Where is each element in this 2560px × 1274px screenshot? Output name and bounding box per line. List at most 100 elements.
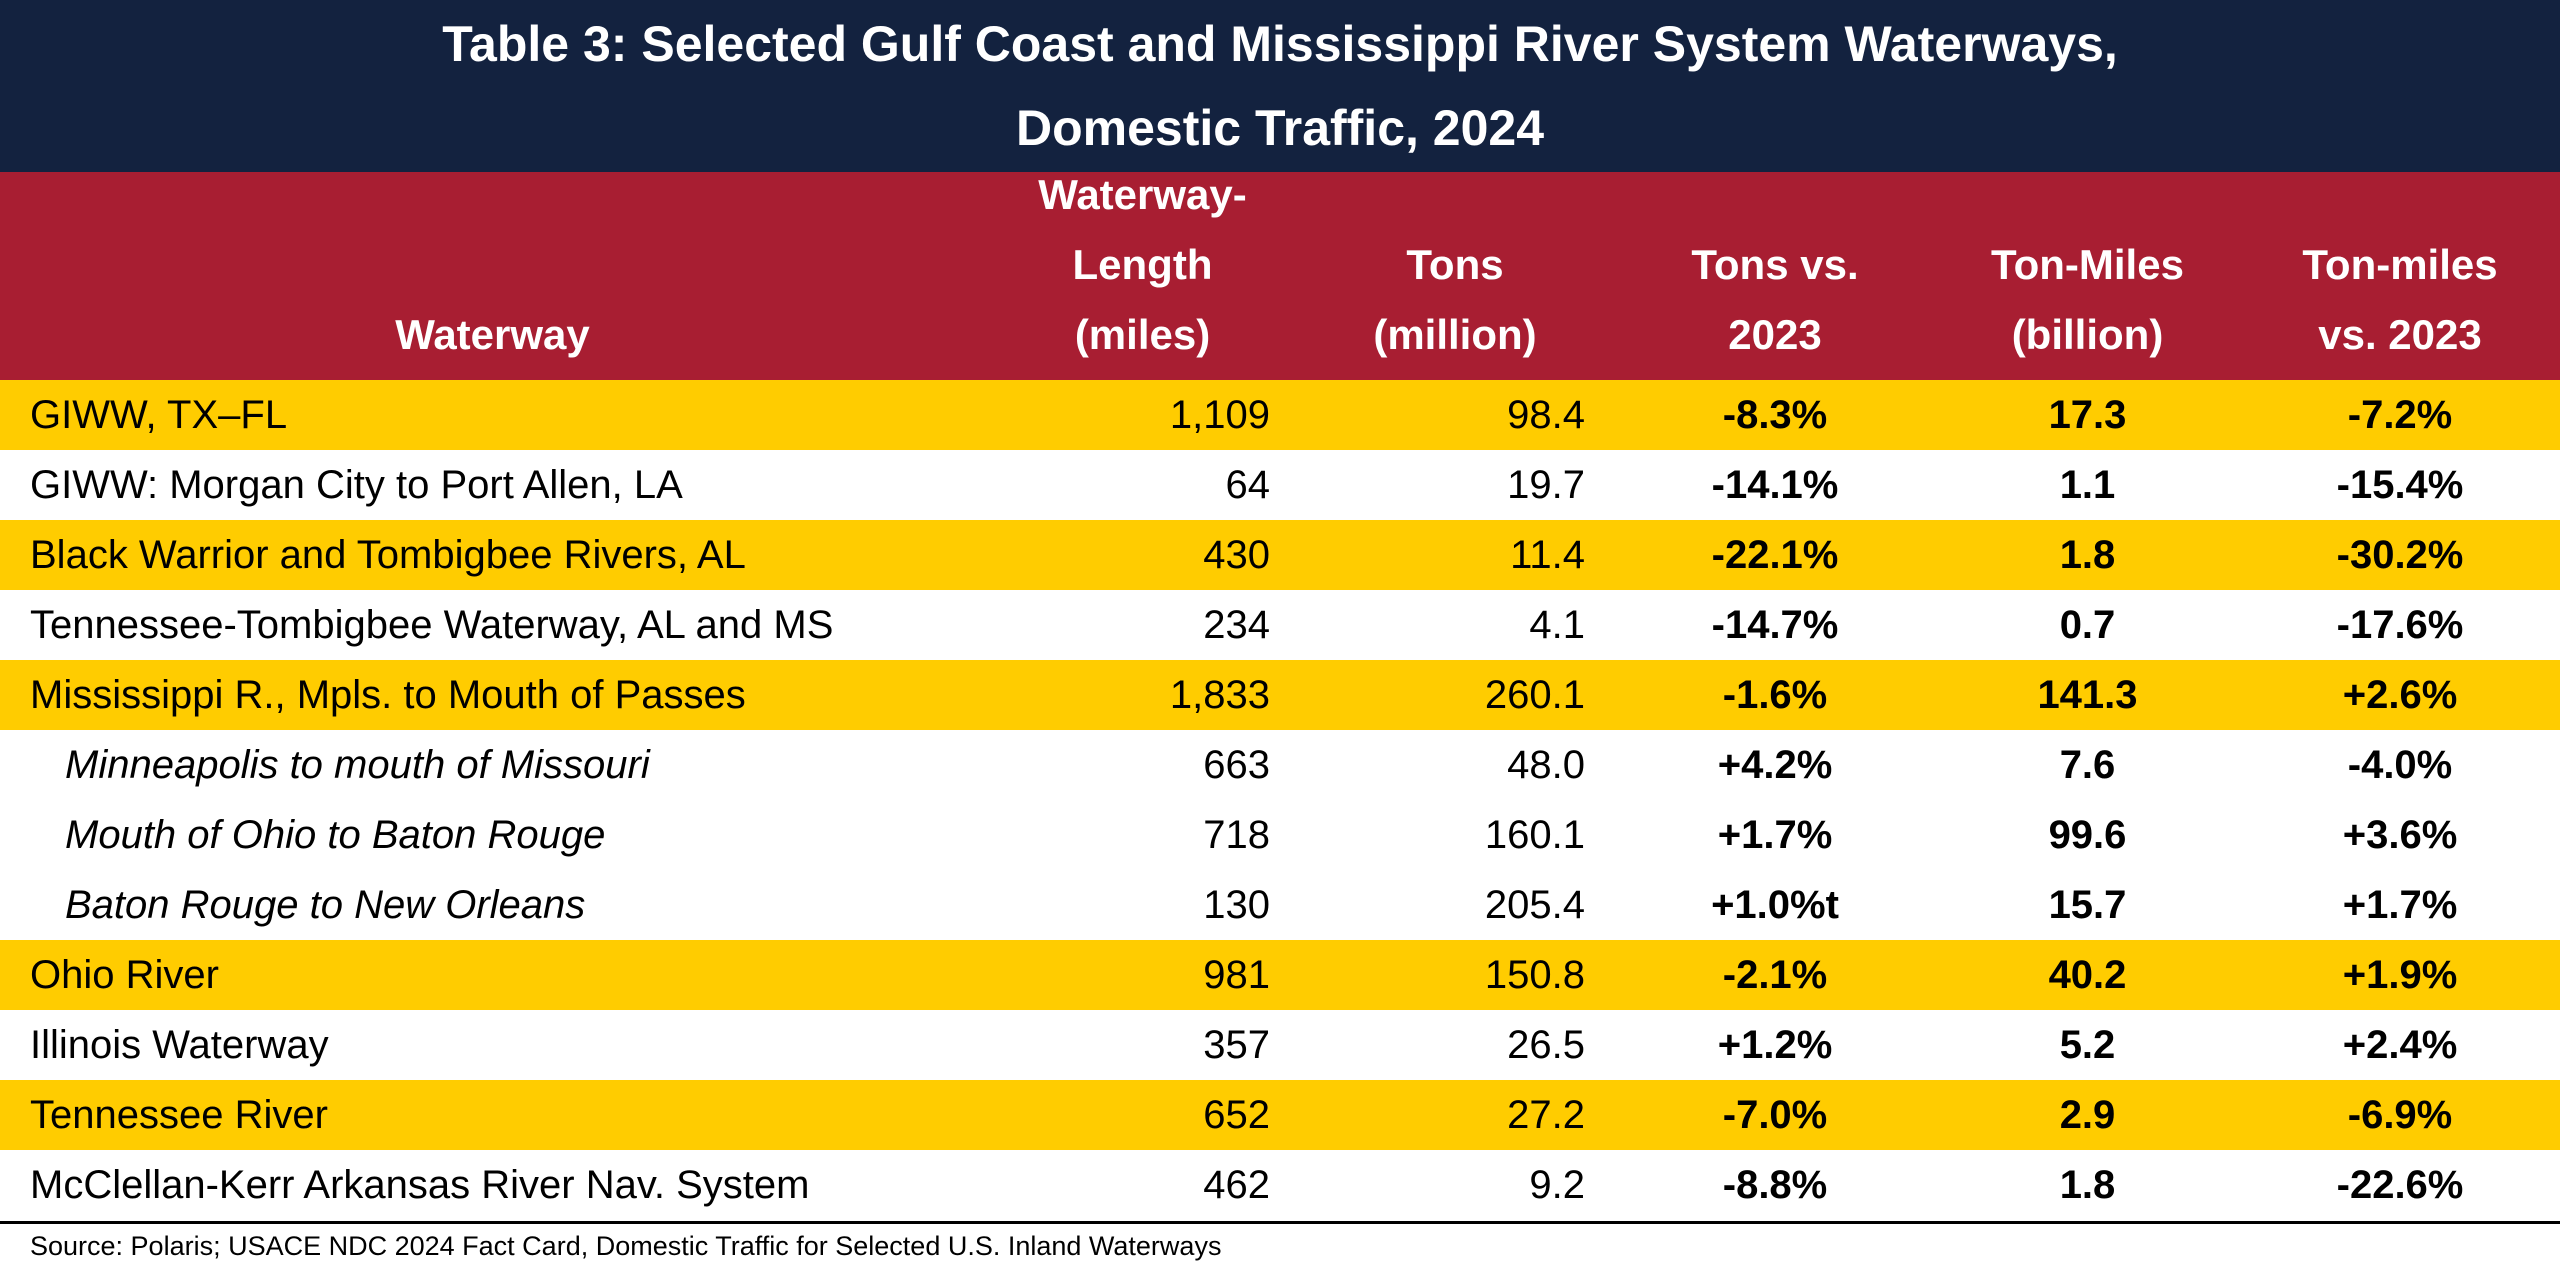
cell-ton-miles: 17.3 xyxy=(2048,393,2127,437)
cell-waterway: Tennessee-Tombigbee Waterway, AL and MS xyxy=(30,603,834,647)
cell-ton-miles-change: -7.2% xyxy=(2347,393,2453,437)
table-row: Tennessee-Tombigbee Waterway, AL and MS 2… xyxy=(0,590,2560,660)
cell-waterway: GIWW, TX–FL xyxy=(30,393,288,437)
cell-tons: 19.7 xyxy=(1507,463,1585,507)
cell-tons-change: +4.2% xyxy=(1717,743,1833,787)
footer-divider xyxy=(0,1221,2560,1224)
cell-ton-miles-change: +1.9% xyxy=(2342,953,2458,997)
cell-length: 64 xyxy=(1225,463,1271,507)
cell-length: 718 xyxy=(1203,813,1270,857)
cell-length: 663 xyxy=(1203,743,1270,787)
cell-waterway: GIWW: Morgan City to Port Allen, LA xyxy=(30,463,683,507)
header-ton-miles-line-2: (billion) xyxy=(2011,311,2164,358)
header-ton-miles-change: Ton-miles vs. 2023 xyxy=(2250,230,2550,370)
cell-ton-miles: 141.3 xyxy=(2037,673,2138,717)
cell-tons: 98.4 xyxy=(1507,393,1585,437)
cell-waterway: Illinois Waterway xyxy=(30,1023,329,1067)
header-ton-miles-line-1: Ton-Miles xyxy=(1991,241,2184,288)
cell-tons-change: +1.7% xyxy=(1717,813,1833,857)
table-row: Ohio River 981 150.8 -2.1% 40.2 +1.9% xyxy=(0,940,2560,1010)
header-length-line-2: Length xyxy=(1072,241,1213,288)
cell-waterway: Mississippi R., Mpls. to Mouth of Passes xyxy=(30,673,746,717)
header-ton-miles: Ton-Miles (billion) xyxy=(1935,230,2240,370)
cell-length: 130 xyxy=(1203,883,1270,927)
cell-length: 357 xyxy=(1203,1023,1270,1067)
table-header: Waterway Waterway- Length (miles) Tons (… xyxy=(0,171,2560,380)
header-ton-miles-change-line-2: vs. 2023 xyxy=(2318,311,2482,358)
cell-ton-miles: 1.1 xyxy=(2059,463,2116,507)
cell-ton-miles: 0.7 xyxy=(2059,603,2116,647)
header-tons-change: Tons vs. 2023 xyxy=(1610,230,1940,370)
cell-tons: 48.0 xyxy=(1507,743,1585,787)
header-ton-miles-change-line-1: Ton-miles xyxy=(2302,241,2498,288)
table-row: Mouth of Ohio to Baton Rouge 718 160.1 +1.7… xyxy=(0,800,2560,870)
cell-waterway: Black Warrior and Tombigbee Rivers, AL xyxy=(30,533,746,577)
cell-tons-change: +1.0%t xyxy=(1711,883,1839,927)
cell-ton-miles: 2.9 xyxy=(2059,1093,2116,1137)
table-row: GIWW: Morgan City to Port Allen, LA 64 19.… xyxy=(0,450,2560,520)
table-row: Tennessee River 652 27.2 -7.0% 2.9 -6.9% xyxy=(0,1080,2560,1150)
table-row: Baton Rouge to New Orleans 130 205.4 +1.0%t… xyxy=(0,870,2560,940)
cell-ton-miles-change: +2.6% xyxy=(2342,673,2458,717)
cell-waterway: Ohio River xyxy=(30,953,219,997)
table-row: Illinois Waterway 357 26.5 +1.2% 5.2 +2.4% xyxy=(0,1010,2560,1080)
cell-tons: 9.2 xyxy=(1529,1163,1585,1207)
cell-tons: 160.1 xyxy=(1484,813,1585,857)
cell-ton-miles-change: -6.9% xyxy=(2347,1093,2453,1137)
cell-tons-change: -14.7% xyxy=(1711,603,1839,647)
cell-ton-miles-change: -4.0% xyxy=(2347,743,2453,787)
header-tons-change-line-2: 2023 xyxy=(1728,311,1822,358)
cell-tons: 27.2 xyxy=(1507,1093,1585,1137)
cell-tons-change: -8.3% xyxy=(1722,393,1828,437)
source-note: Source: Polaris; USACE NDC 2024 Fact Car… xyxy=(30,1231,1222,1261)
cell-length: 1,833 xyxy=(1169,673,1270,717)
cell-ton-miles: 15.7 xyxy=(2048,883,2127,927)
cell-tons-change: -2.1% xyxy=(1722,953,1828,997)
table-row: Minneapolis to mouth of Missouri 663 48.0 +… xyxy=(0,730,2560,800)
cell-ton-miles: 1.8 xyxy=(2059,533,2116,577)
cell-tons-change: +1.2% xyxy=(1717,1023,1833,1067)
table-row: GIWW, TX–FL 1,109 98.4 -8.3% 17.3 -7.2% xyxy=(0,380,2560,450)
cell-tons: 205.4 xyxy=(1484,883,1585,927)
cell-tons-change: -14.1% xyxy=(1711,463,1839,507)
cell-ton-miles-change: +2.4% xyxy=(2342,1023,2458,1067)
table-row: Mississippi R., Mpls. to Mouth of Passes… xyxy=(0,660,2560,730)
table-body: GIWW, TX–FL 1,109 98.4 -8.3% 17.3 -7.2% GIWW: … xyxy=(0,380,2560,1220)
cell-tons: 150.8 xyxy=(1484,953,1585,997)
cell-ton-miles: 1.8 xyxy=(2059,1163,2116,1207)
header-length: Waterway- Length (miles) xyxy=(1000,160,1285,370)
cell-length: 652 xyxy=(1203,1093,1270,1137)
cell-ton-miles-change: -30.2% xyxy=(2336,533,2464,577)
header-waterway: Waterway xyxy=(200,300,785,370)
cell-tons: 260.1 xyxy=(1484,673,1585,717)
cell-waterway: Tennessee River xyxy=(30,1093,328,1137)
cell-ton-miles: 40.2 xyxy=(2048,953,2127,997)
header-tons-line-1: Tons xyxy=(1406,241,1504,288)
cell-length: 981 xyxy=(1203,953,1270,997)
cell-length: 234 xyxy=(1203,603,1270,647)
header-length-line-3: (miles) xyxy=(1074,311,1211,358)
table-row: McClellan-Kerr Arkansas River Nav. Syste… xyxy=(0,1150,2560,1220)
cell-ton-miles: 7.6 xyxy=(2059,743,2116,787)
header-tons-change-line-1: Tons vs. xyxy=(1691,241,1859,288)
cell-tons: 26.5 xyxy=(1507,1023,1585,1067)
cell-tons-change: -1.6% xyxy=(1722,673,1828,717)
cell-waterway: Mouth of Ohio to Baton Rouge xyxy=(65,813,606,857)
cell-tons: 4.1 xyxy=(1529,603,1585,647)
cell-ton-miles: 5.2 xyxy=(2059,1023,2116,1067)
cell-ton-miles-change: +3.6% xyxy=(2342,813,2458,857)
cell-ton-miles: 99.6 xyxy=(2048,813,2127,857)
header-waterway-label: Waterway xyxy=(395,311,590,358)
table-row: Black Warrior and Tombigbee Rivers, AL 43… xyxy=(0,520,2560,590)
cell-length: 1,109 xyxy=(1169,393,1270,437)
cell-tons-change: -8.8% xyxy=(1722,1163,1828,1207)
cell-waterway: McClellan-Kerr Arkansas River Nav. Syste… xyxy=(30,1163,810,1207)
cell-tons-change: -22.1% xyxy=(1711,533,1839,577)
cell-ton-miles-change: -22.6% xyxy=(2336,1163,2464,1207)
title-line-1: Table 3: Selected Gulf Coast and Mississ… xyxy=(442,16,2118,72)
cell-waterway: Baton Rouge to New Orleans xyxy=(65,883,586,927)
cell-tons-change: -7.0% xyxy=(1722,1093,1828,1137)
header-tons-line-2: (million) xyxy=(1373,311,1537,358)
cell-ton-miles-change: -15.4% xyxy=(2336,463,2464,507)
